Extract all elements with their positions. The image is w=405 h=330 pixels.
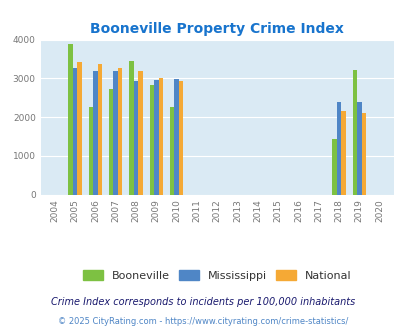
Bar — [158, 78, 162, 195]
Bar — [118, 68, 122, 195]
Bar — [336, 102, 341, 195]
Bar — [174, 79, 178, 195]
Bar — [129, 61, 134, 195]
Bar — [138, 71, 142, 195]
Bar — [88, 107, 93, 195]
Bar — [331, 139, 336, 195]
Bar — [98, 64, 102, 195]
Text: © 2025 CityRating.com - https://www.cityrating.com/crime-statistics/: © 2025 CityRating.com - https://www.city… — [58, 317, 347, 326]
Bar — [134, 81, 138, 195]
Bar — [113, 71, 118, 195]
Bar — [109, 89, 113, 195]
Bar — [178, 81, 183, 195]
Bar — [73, 68, 77, 195]
Bar — [77, 62, 81, 195]
Bar — [340, 111, 345, 195]
Legend: Booneville, Mississippi, National: Booneville, Mississippi, National — [79, 265, 355, 285]
Bar — [170, 107, 174, 195]
Bar — [149, 85, 154, 195]
Bar — [361, 113, 365, 195]
Text: Crime Index corresponds to incidents per 100,000 inhabitants: Crime Index corresponds to incidents per… — [51, 297, 354, 307]
Bar — [68, 44, 73, 195]
Bar — [356, 102, 361, 195]
Bar — [352, 70, 356, 195]
Title: Booneville Property Crime Index: Booneville Property Crime Index — [90, 22, 343, 36]
Bar — [154, 80, 158, 195]
Bar — [93, 71, 98, 195]
